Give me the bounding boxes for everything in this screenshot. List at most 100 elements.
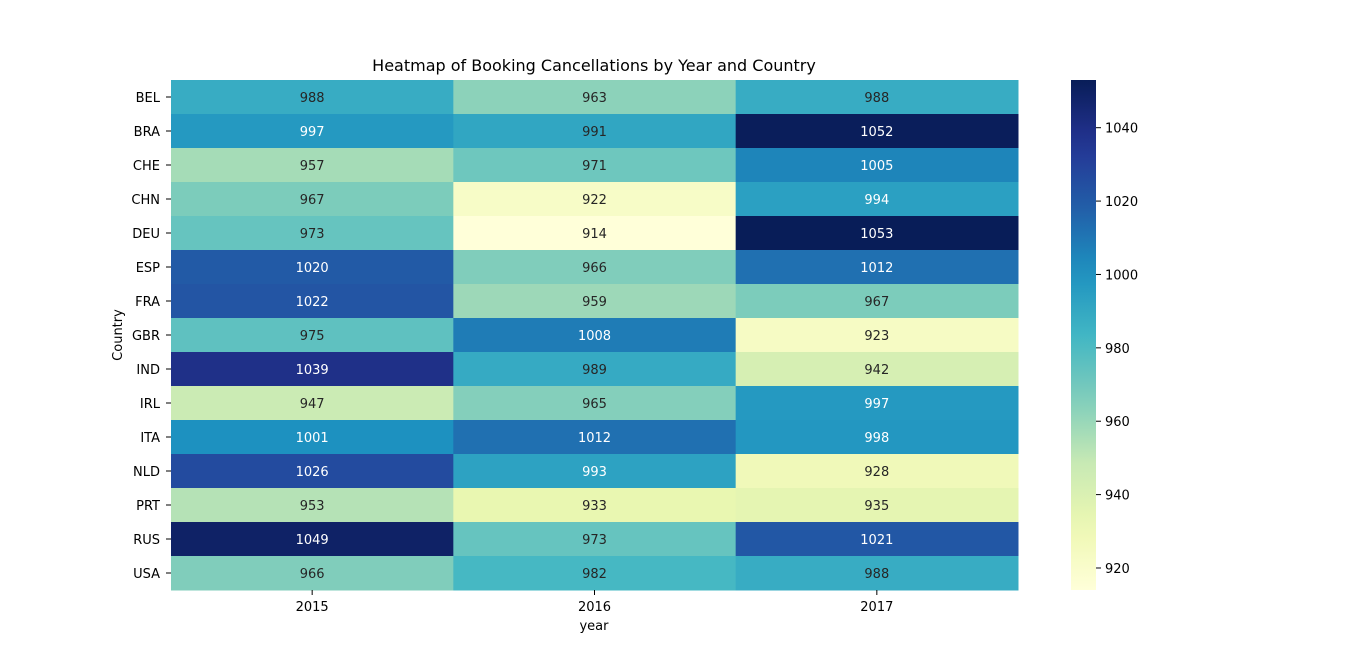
x-tick-label: 2017 xyxy=(860,600,893,615)
heatmap-cell xyxy=(735,80,1019,115)
heatmap-cell xyxy=(735,420,1019,455)
heatmap-cell xyxy=(171,352,454,387)
cell-value-label: 953 xyxy=(300,499,325,514)
y-tick-label: IRL xyxy=(140,397,161,412)
colorbar-tick-label: 980 xyxy=(1105,342,1130,357)
cell-value-label: 1001 xyxy=(296,431,329,446)
heatmap-cell xyxy=(735,250,1019,285)
heatmap-cell xyxy=(735,488,1019,523)
y-tick-label: DEU xyxy=(132,227,160,242)
heatmap-cells: 988 963 988 997 991 1052 957 971 1005 967 922 994 97… xyxy=(171,80,1019,591)
heatmap-cell xyxy=(453,284,737,319)
heatmap-cell xyxy=(171,556,454,591)
y-tick-label: USA xyxy=(133,567,160,582)
cell-value-label: 1012 xyxy=(860,261,893,276)
heatmap-cell xyxy=(453,182,737,217)
heatmap-cell xyxy=(171,216,454,251)
heatmap-cell xyxy=(171,284,454,319)
y-tick-label: ESP xyxy=(136,261,160,276)
y-axis: BEL BRA CHE CHN DEU ESP FRA GBR IND IRL ITA NLD PRT R… xyxy=(131,91,171,582)
heatmap-cell xyxy=(171,454,454,489)
heatmap-cell xyxy=(453,250,737,285)
heatmap-cell xyxy=(453,216,737,251)
heatmap-cell xyxy=(171,318,454,353)
heatmap-cell xyxy=(453,80,737,115)
cell-value-label: 989 xyxy=(582,363,607,378)
y-tick-label: CHN xyxy=(131,193,160,208)
heatmap-cell xyxy=(735,386,1019,421)
chart-title: Heatmap of Booking Cancellations by Year… xyxy=(372,56,816,75)
cell-value-label: 959 xyxy=(582,295,607,310)
heatmap-cell xyxy=(453,556,737,591)
heatmap-cell xyxy=(735,148,1019,183)
y-tick-label: CHE xyxy=(133,159,160,174)
x-axis: 2015 2016 2017 xyxy=(296,590,893,615)
cell-value-label: 973 xyxy=(300,227,325,242)
colorbar-tick-label: 1000 xyxy=(1105,268,1138,283)
cell-value-label: 914 xyxy=(582,227,607,242)
heatmap-cell xyxy=(453,352,737,387)
colorbar: 920 940 960 980 1000 1020 1040 xyxy=(1071,80,1138,590)
x-tick-label: 2015 xyxy=(296,600,329,615)
cell-value-label: 967 xyxy=(300,193,325,208)
heatmap-cell xyxy=(453,148,737,183)
y-tick-label: RUS xyxy=(133,533,160,548)
cell-value-label: 942 xyxy=(864,363,889,378)
heatmap-cell xyxy=(453,488,737,523)
y-tick-label: PRT xyxy=(136,499,160,514)
heatmap-cell xyxy=(171,250,454,285)
y-tick-label: ITA xyxy=(140,431,160,446)
cell-value-label: 923 xyxy=(864,329,889,344)
heatmap-cell xyxy=(735,318,1019,353)
cell-value-label: 967 xyxy=(864,295,889,310)
heatmap-cell xyxy=(735,454,1019,489)
heatmap-cell xyxy=(735,114,1019,149)
y-tick-label: FRA xyxy=(135,295,160,310)
heatmap-cell xyxy=(453,114,737,149)
cell-value-label: 1022 xyxy=(296,295,329,310)
heatmap-cell xyxy=(735,284,1019,319)
y-tick-label: BRA xyxy=(134,125,160,140)
colorbar-gradient xyxy=(1071,80,1096,590)
heatmap-cell xyxy=(735,352,1019,387)
x-axis-label: year xyxy=(579,619,609,634)
colorbar-tick-label: 920 xyxy=(1105,562,1130,577)
cell-value-label: 1053 xyxy=(860,227,893,242)
x-tick-label: 2016 xyxy=(578,600,611,615)
cell-value-label: 982 xyxy=(582,567,607,582)
cell-value-label: 988 xyxy=(864,567,889,582)
heatmap-cell xyxy=(735,522,1019,557)
cell-value-label: 1012 xyxy=(578,431,611,446)
heatmap-cell xyxy=(171,386,454,421)
cell-value-label: 991 xyxy=(582,125,607,140)
cell-value-label: 965 xyxy=(582,397,607,412)
colorbar-tick-label: 1040 xyxy=(1105,122,1138,137)
heatmap-cell xyxy=(735,556,1019,591)
heatmap-cell xyxy=(171,80,454,115)
cell-value-label: 1052 xyxy=(860,125,893,140)
cell-value-label: 1020 xyxy=(296,261,329,276)
cell-value-label: 997 xyxy=(300,125,325,140)
y-tick-label: BEL xyxy=(136,91,161,106)
cell-value-label: 966 xyxy=(300,567,325,582)
colorbar-tick-label: 1020 xyxy=(1105,195,1138,210)
cell-value-label: 963 xyxy=(582,91,607,106)
heatmap-cell xyxy=(735,182,1019,217)
colorbar-tick-label: 940 xyxy=(1105,489,1130,504)
cell-value-label: 1039 xyxy=(296,363,329,378)
cell-value-label: 997 xyxy=(864,397,889,412)
colorbar-tick-label: 960 xyxy=(1105,415,1130,430)
heatmap-cell xyxy=(735,216,1019,251)
cell-value-label: 933 xyxy=(582,499,607,514)
y-axis-label: Country xyxy=(111,309,126,361)
heatmap-cell xyxy=(171,148,454,183)
cell-value-label: 988 xyxy=(864,91,889,106)
cell-value-label: 947 xyxy=(300,397,325,412)
cell-value-label: 928 xyxy=(864,465,889,480)
heatmap-cell xyxy=(453,454,737,489)
cell-value-label: 973 xyxy=(582,533,607,548)
cell-value-label: 957 xyxy=(300,159,325,174)
y-tick-label: NLD xyxy=(133,465,160,480)
heatmap-cell xyxy=(453,386,737,421)
